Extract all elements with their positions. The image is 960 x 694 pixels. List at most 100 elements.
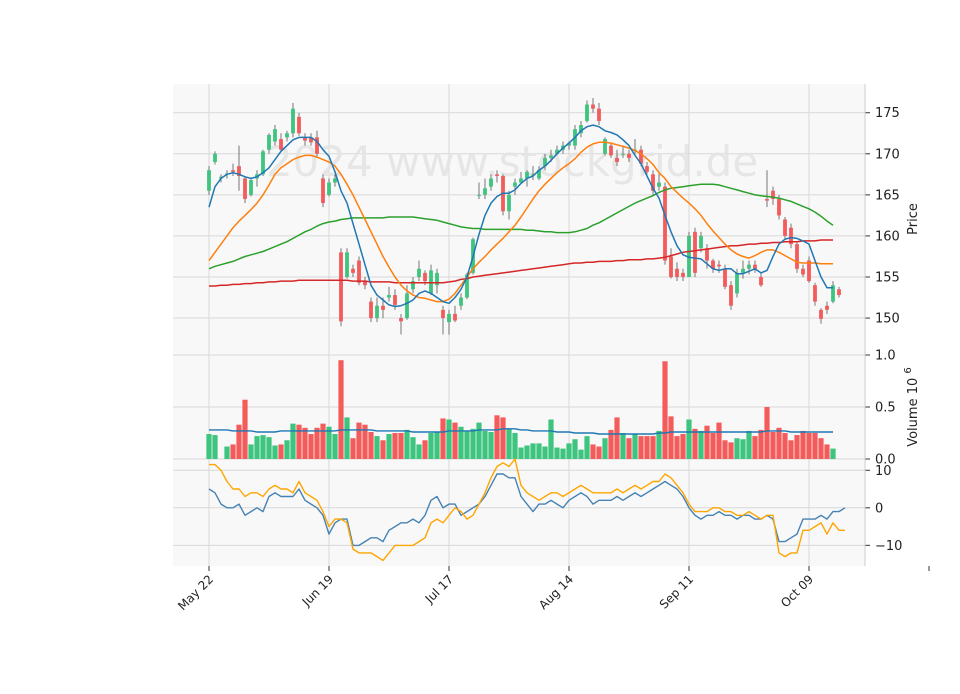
volume-bar-up bbox=[566, 443, 572, 459]
candle-down bbox=[597, 108, 601, 121]
candle-up bbox=[213, 153, 217, 163]
candle-up bbox=[465, 274, 469, 298]
watermark: 2024 www.stockgrid.de bbox=[266, 137, 758, 186]
candle-down bbox=[369, 301, 373, 319]
oscillator-panel bbox=[208, 458, 846, 562]
volume-bar-up bbox=[272, 445, 278, 459]
volume-bar-up bbox=[620, 433, 626, 459]
price-y-tick-label: 170 bbox=[875, 147, 900, 162]
candle-up bbox=[417, 268, 421, 277]
volume-bar-down bbox=[494, 415, 500, 459]
volume-bar-up bbox=[578, 449, 584, 459]
volume-axis-label: Volume 10 6 bbox=[903, 367, 921, 447]
volume-bar-up bbox=[530, 443, 536, 459]
volume-bar-down bbox=[782, 433, 788, 459]
volume-y-tick-label: 1.0 bbox=[875, 349, 896, 364]
candle-up bbox=[543, 157, 547, 167]
volume-bar-down bbox=[440, 418, 446, 459]
volume-bar-up bbox=[386, 434, 392, 459]
price-y-tick-label: 160 bbox=[875, 229, 900, 244]
volume-bar-up bbox=[476, 422, 482, 459]
volume-y-tick-label: 0.5 bbox=[875, 401, 896, 416]
volume-bar-up bbox=[410, 437, 416, 459]
volume-bar-down bbox=[668, 416, 674, 459]
candle-up bbox=[447, 313, 451, 323]
volume-bar-down bbox=[398, 433, 404, 459]
candle-down bbox=[669, 256, 673, 277]
osc-y-tick-label: 10 bbox=[875, 464, 892, 479]
candle-down bbox=[651, 174, 655, 191]
volume-bar-down bbox=[380, 440, 386, 459]
osc-line-b bbox=[209, 458, 845, 562]
volume-bar-down bbox=[728, 442, 734, 459]
volume-bar-down bbox=[674, 436, 680, 459]
volume-bar-up bbox=[344, 417, 350, 459]
candle-up bbox=[435, 272, 439, 286]
candle-up bbox=[489, 178, 493, 187]
volume-bar-up bbox=[554, 447, 560, 459]
candle-down bbox=[759, 276, 763, 286]
volume-bar-up bbox=[656, 430, 662, 459]
volume-bar-down bbox=[242, 399, 248, 459]
x-tick-label: Aug 14 bbox=[536, 572, 576, 612]
candle-down bbox=[339, 252, 343, 322]
candle-down bbox=[423, 272, 427, 282]
volume-axis-label-exponent: 6 bbox=[903, 367, 914, 373]
candle-down bbox=[303, 137, 307, 141]
candle-down bbox=[591, 104, 595, 109]
volume-bar-up bbox=[404, 429, 410, 459]
candle-up bbox=[327, 182, 331, 195]
candle-up bbox=[621, 153, 625, 155]
candle-up bbox=[831, 285, 835, 302]
candle-up bbox=[267, 134, 271, 150]
candle-down bbox=[639, 149, 643, 164]
candle-down bbox=[729, 285, 733, 306]
candle-up bbox=[531, 174, 535, 176]
candle-up bbox=[555, 149, 559, 154]
volume-bar-down bbox=[392, 433, 398, 459]
candle-down bbox=[627, 153, 631, 158]
volume-bar-up bbox=[206, 434, 212, 459]
volume-bar-up bbox=[248, 444, 254, 459]
candle-up bbox=[345, 252, 349, 277]
volume-bar-up bbox=[560, 448, 566, 459]
candle-down bbox=[663, 186, 667, 261]
volume-bar-down bbox=[770, 431, 776, 459]
candle-down bbox=[357, 260, 361, 283]
volume-bar-down bbox=[590, 444, 596, 459]
volume-bar-down bbox=[752, 436, 758, 459]
volume-bar-down bbox=[650, 436, 656, 459]
candle-up bbox=[699, 235, 703, 249]
volume-bar-down bbox=[596, 446, 602, 459]
candle-up bbox=[579, 125, 583, 134]
volume-axis-label-group: Volume 10 6 bbox=[903, 367, 921, 447]
candle-down bbox=[771, 190, 775, 199]
candle-down bbox=[309, 137, 313, 143]
candle-down bbox=[381, 305, 385, 310]
candle-up bbox=[405, 293, 409, 319]
osc-y-tick-label: −10 bbox=[875, 539, 902, 554]
volume-bar-up bbox=[290, 423, 296, 459]
candle-down bbox=[351, 268, 355, 273]
volume-bar-up bbox=[266, 437, 272, 459]
candle-down bbox=[813, 285, 817, 302]
candle-down bbox=[495, 174, 499, 176]
volume-axis-label-multiplier: 10 bbox=[906, 378, 921, 395]
volume-bar-down bbox=[722, 440, 728, 459]
volume-bar-up bbox=[512, 433, 518, 459]
volume-bar-up bbox=[416, 444, 422, 459]
volume-bar-down bbox=[350, 438, 356, 459]
candle-up bbox=[735, 272, 739, 294]
volume-bar-up bbox=[734, 438, 740, 459]
volume-bar-down bbox=[320, 423, 326, 459]
volume-bar-down bbox=[692, 428, 698, 459]
volume-bar-down bbox=[806, 433, 812, 459]
candle-down bbox=[807, 260, 811, 282]
volume-bar-down bbox=[362, 424, 368, 459]
candle-up bbox=[687, 235, 691, 277]
volume-bar-down bbox=[680, 434, 686, 459]
volume-axis-label-text: Volume bbox=[906, 398, 921, 446]
candle-up bbox=[249, 180, 253, 195]
candle-down bbox=[243, 178, 247, 199]
volume-bar-up bbox=[428, 433, 434, 459]
